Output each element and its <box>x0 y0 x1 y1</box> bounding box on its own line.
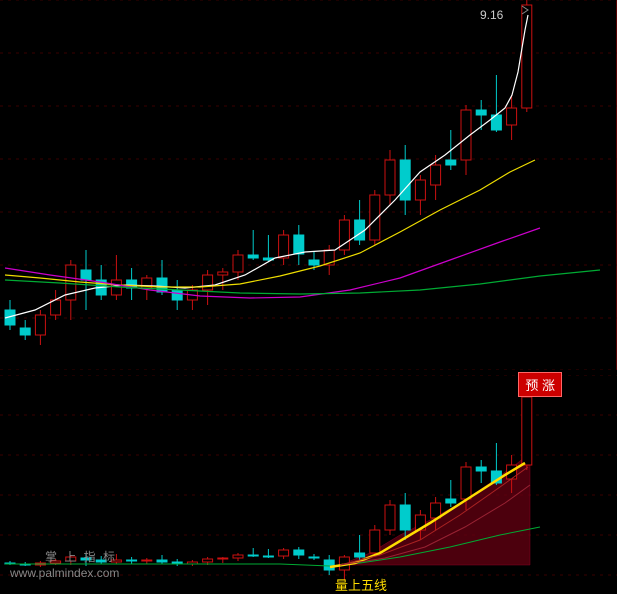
indicator-label: 量上五线 <box>335 575 387 594</box>
watermark-url: www.palmindex.com <box>10 566 119 580</box>
watermark-title: 掌 上 指 标 <box>45 548 117 565</box>
main-chart-panel[interactable]: 9.16 <box>0 0 617 370</box>
main-chart-svg <box>0 0 617 370</box>
forecast-badge: 预 涨 <box>518 372 562 397</box>
last-price-label: 9.16 <box>480 8 503 22</box>
